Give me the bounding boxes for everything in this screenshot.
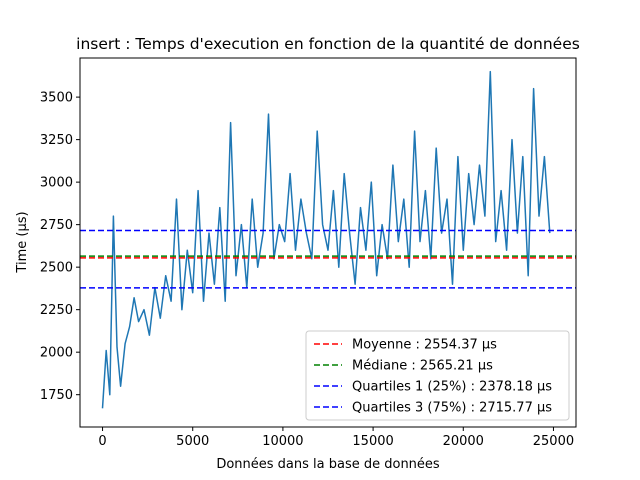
- y-tick-label: 2750: [40, 218, 73, 233]
- x-tick-label: 20000: [443, 434, 484, 449]
- legend-label: Quartiles 3 (75%) : 2715.77 µs: [352, 401, 552, 416]
- y-tick-label: 3500: [40, 91, 73, 106]
- legend-label: Quartiles 1 (25%) : 2378.18 µs: [352, 380, 552, 395]
- x-tick-label: 15000: [352, 434, 393, 449]
- x-tick-label: 5000: [176, 434, 209, 449]
- y-tick-label: 3000: [40, 176, 73, 191]
- chart-title: insert : Temps d'execution en fonction d…: [76, 35, 580, 53]
- legend-items: Moyenne : 2554.37 µs Médiane : 2565.21 µs…: [314, 338, 552, 416]
- y-axis-title: Time (µs): [15, 211, 30, 273]
- plot-frame: [79, 57, 577, 428]
- y-tick-label: 3250: [40, 133, 73, 148]
- x-tick-label: 25000: [533, 434, 574, 449]
- y-tick-label: 1750: [40, 388, 73, 403]
- legend-box: [305, 330, 570, 421]
- x-tick-label: 10000: [262, 434, 303, 449]
- y-tick-label: 2500: [40, 261, 73, 276]
- legend-label: Moyenne : 2554.37 µs: [352, 338, 497, 353]
- x-tick-label: 0: [98, 434, 106, 449]
- legend: Moyenne : 2554.37 µs Médiane : 2565.21 µs…: [305, 330, 570, 421]
- y-axis: 1750 2000 2250 2500 2750 3000 3250 3500: [40, 91, 80, 403]
- y-tick-label: 2250: [40, 303, 73, 318]
- y-tick-label: 2000: [40, 346, 73, 361]
- x-axis-title: Données dans la base de données: [216, 457, 440, 472]
- legend-label: Médiane : 2565.21 µs: [352, 359, 493, 374]
- x-axis: 0 5000 10000 15000 20000 25000: [98, 427, 574, 449]
- series-layer: [80, 70, 576, 409]
- series-line: [101, 70, 551, 409]
